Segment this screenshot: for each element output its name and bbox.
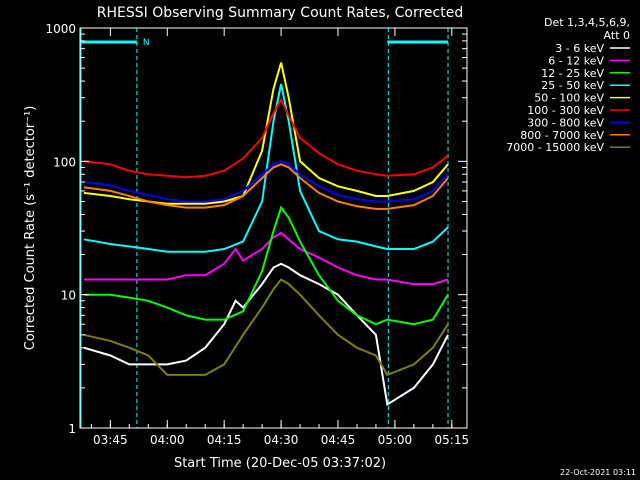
legend-label-1: 6 - 12 keV xyxy=(548,54,604,67)
y-tick-label-3: 1000 xyxy=(45,22,76,36)
series-line-1 xyxy=(83,231,449,286)
legend-label-4: 50 - 100 keV xyxy=(534,92,604,105)
x-axis-label: Start Time (20-Dec-05 03:37:02) xyxy=(174,456,386,471)
x-tick-label-1: 04:00 xyxy=(150,433,185,447)
x-tick-label-5: 05:00 xyxy=(378,433,413,447)
legend-label-7: 800 - 7000 keV xyxy=(520,129,604,142)
legend-header-attenuator: Att 0 xyxy=(604,29,630,42)
x-axis-ticks: 03:45 04:00 04:15 04:30 04:45 05:00 05:15 xyxy=(90,28,470,447)
series-line-8 xyxy=(83,278,449,377)
legend-label-2: 12 - 25 keV xyxy=(541,67,604,80)
x-tick-label-0: 03:45 xyxy=(93,433,128,447)
series-line-2 xyxy=(83,205,449,326)
plot-frame xyxy=(79,27,468,429)
y-axis-label: Corrected Count Rate (s⁻¹ detector⁻¹) xyxy=(23,106,38,351)
legend-label-8: 7000 - 15000 keV xyxy=(506,141,604,154)
y-tick-label-0: 1 xyxy=(68,422,76,436)
y-tick-label-1: 10 xyxy=(61,289,76,303)
series-group xyxy=(83,62,449,407)
x-tick-label-2: 04:15 xyxy=(207,433,242,447)
legend-label-5: 100 - 300 keV xyxy=(527,104,604,117)
legend-label-6: 300 - 800 keV xyxy=(527,116,604,129)
series-line-7 xyxy=(83,163,449,210)
y-tick-label-2: 100 xyxy=(53,155,76,169)
chart-title: RHESSI Observing Summary Count Rates, Co… xyxy=(97,5,463,21)
night-label-0: N xyxy=(143,38,150,48)
series-line-3 xyxy=(83,83,449,253)
x-tick-label-3: 04:30 xyxy=(264,433,299,447)
series-line-6 xyxy=(83,160,449,203)
legend-label-0: 3 - 6 keV xyxy=(555,42,604,55)
x-tick-label-6: 05:15 xyxy=(435,433,470,447)
legend-header-detectors: Det 1,3,4,5,6,9, xyxy=(544,16,630,29)
y-axis-ticks: 1 10 100 1000 xyxy=(45,22,467,436)
series-line-0 xyxy=(83,262,449,407)
x-tick-label-4: 04:45 xyxy=(321,433,356,447)
series-line-5 xyxy=(83,97,449,179)
axes xyxy=(79,27,468,429)
footer-timestamp: 22-Oct-2021 03:11 xyxy=(560,468,636,477)
legend-label-3: 25 - 50 keV xyxy=(541,79,604,92)
